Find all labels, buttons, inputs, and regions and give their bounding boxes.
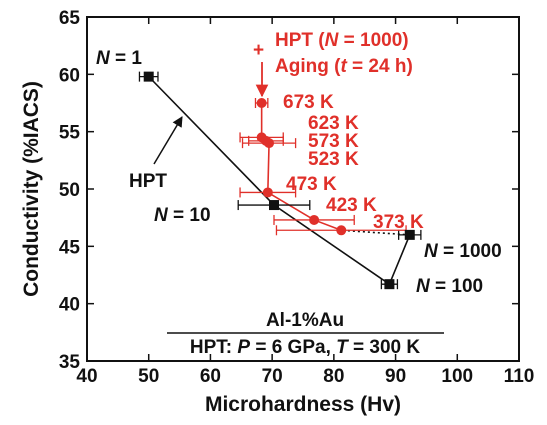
- x-tick-label: 110: [504, 366, 535, 387]
- y-tick-label: 40: [59, 295, 80, 316]
- y-axis-title: Conductivity (%IACS): [20, 81, 43, 297]
- x-tick-label: 60: [200, 366, 221, 387]
- y-tick-label: 50: [59, 180, 80, 201]
- label-n100: N = 100: [416, 276, 483, 297]
- label-n10: N = 10: [154, 205, 211, 226]
- label-623k: 623 K: [308, 113, 359, 134]
- material-label: Al-1%Au: [266, 310, 344, 331]
- label-573k: 573 K: [308, 131, 359, 152]
- aging-marker: [256, 98, 267, 108]
- x-axis-ticks: 40 50 60 70 80 90 100 110: [76, 17, 534, 387]
- label-473k: 473 K: [286, 174, 337, 195]
- hpt-marker: [143, 71, 154, 82]
- label-423k: 423 K: [326, 195, 377, 216]
- y-tick-label: 60: [59, 65, 80, 86]
- aging-marker: [309, 214, 320, 225]
- conditions-label: HPT: P = 6 GPa, T = 300 K: [190, 337, 421, 358]
- x-tick-label: 40: [76, 366, 97, 387]
- aging-marker: [264, 138, 275, 149]
- y-axis-ticks: 35 40 45 50 55 60 65: [59, 8, 519, 373]
- series-lines: [148, 76, 411, 286]
- aging-marker: [262, 187, 273, 198]
- hpt-arrow: [153, 116, 183, 165]
- aging-title-line2: Aging (t = 24 h): [275, 56, 413, 77]
- x-tick-label: 50: [138, 366, 159, 387]
- y-tick-label: 35: [59, 352, 81, 373]
- hpt-series-line: [148, 76, 411, 286]
- x-tick-label: 90: [385, 366, 406, 387]
- hpt-marker: [384, 279, 395, 290]
- label-673k: 673 K: [283, 92, 334, 113]
- label-373k: 373 K: [373, 212, 424, 233]
- label-523k: 523 K: [308, 149, 359, 170]
- x-tick-label: 70: [262, 366, 283, 387]
- aging-marker: [336, 225, 347, 236]
- x-tick-label: 100: [441, 366, 473, 387]
- y-tick-label: 45: [59, 237, 81, 258]
- x-axis-title: Microhardness (Hv): [205, 393, 401, 416]
- aging-title-line1: HPT (N = 1000): [275, 30, 409, 51]
- error-bars: [138, 71, 422, 290]
- label-n1: N = 1: [96, 48, 142, 69]
- plus-sign: +: [253, 40, 264, 61]
- y-tick-label: 55: [59, 123, 81, 144]
- hpt-marker: [404, 229, 415, 240]
- hpt-path-label: HPT: [129, 171, 167, 192]
- hpt-marker: [268, 200, 279, 211]
- y-tick-label: 65: [59, 8, 81, 29]
- x-tick-label: 80: [323, 366, 344, 387]
- data-markers: [143, 71, 415, 290]
- label-n1000: N = 1000: [424, 241, 502, 262]
